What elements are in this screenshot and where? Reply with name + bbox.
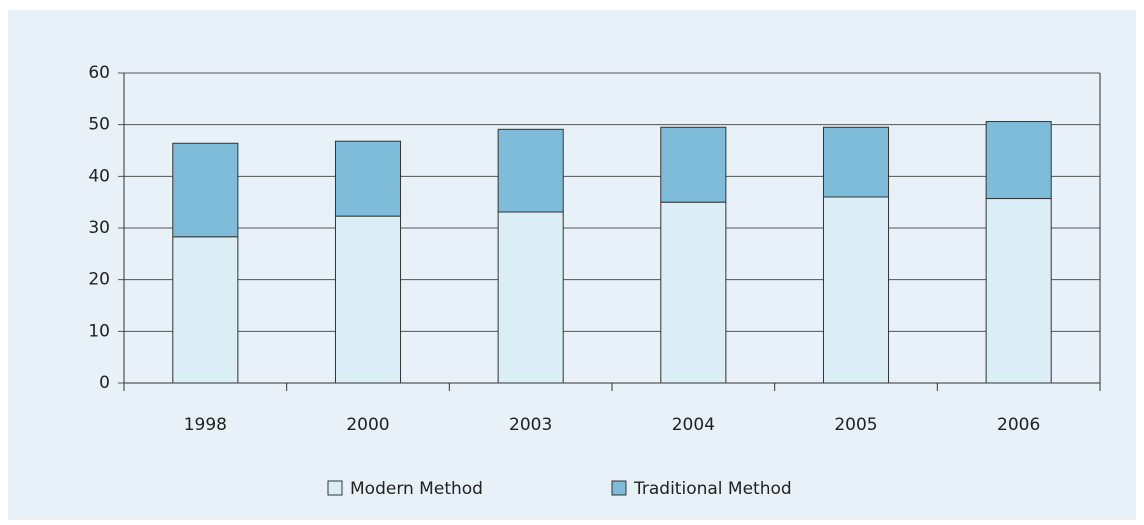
legend-swatch: [611, 480, 627, 496]
bar-segment: [985, 121, 1052, 200]
y-tick-label: 60: [88, 63, 110, 83]
x-tick-label: 2003: [509, 415, 552, 435]
bar-segment: [660, 201, 727, 384]
y-tick-label: 40: [88, 166, 110, 186]
bar-segment: [822, 196, 890, 384]
bar-segment: [660, 126, 727, 203]
y-tick-label: 50: [88, 115, 110, 135]
x-tick-label: 2005: [834, 415, 877, 435]
y-tick-label: 20: [88, 270, 110, 290]
y-tick-label: 10: [88, 321, 110, 341]
bar-segment: [172, 236, 239, 384]
legend-label: Traditional Method: [633, 479, 792, 499]
x-tick-label: 2004: [672, 415, 715, 435]
bar-segment: [497, 211, 564, 384]
x-tick-label: 1998: [184, 415, 227, 435]
x-tick-label: 2006: [997, 415, 1040, 435]
y-tick-label: 30: [88, 218, 110, 238]
bar-segment: [334, 215, 402, 384]
legend-swatch: [327, 480, 343, 496]
legend-label: Modern Method: [350, 479, 483, 499]
bar-segment: [497, 128, 564, 213]
bar-segment: [822, 126, 890, 198]
bar-segment: [172, 142, 239, 238]
x-tick-label: 2000: [346, 415, 389, 435]
y-tick-label: 0: [99, 373, 110, 393]
bar-segment: [334, 140, 402, 217]
bar-segment: [985, 198, 1052, 384]
